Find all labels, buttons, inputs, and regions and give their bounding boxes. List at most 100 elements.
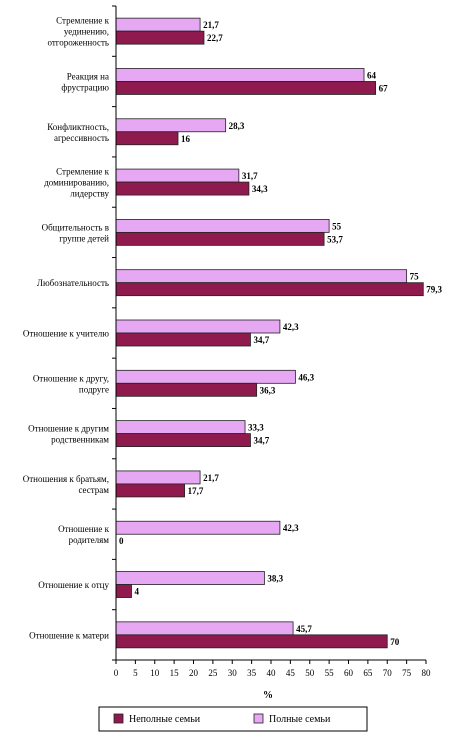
x-tick-label: 25 <box>208 668 218 678</box>
category-label: Отношение к учителю <box>23 329 109 339</box>
category-label: Общительность в <box>42 222 109 232</box>
data-label: 34,7 <box>253 335 269 345</box>
data-label: 45,7 <box>296 624 312 634</box>
bar-single-parent <box>115 634 388 649</box>
x-axis: 0 5 10 15 20 25 30 35 40 45 50 55 60 65 70 75 80 <box>112 5 432 678</box>
category-label: уединению, <box>64 27 109 37</box>
bar-full-family <box>115 520 281 535</box>
data-label: 28,3 <box>229 121 245 131</box>
x-tick-label: 35 <box>247 668 257 678</box>
category-label: Конфликтность, <box>47 122 109 132</box>
category-label: группе детей <box>59 233 109 243</box>
data-label: 70 <box>390 637 400 647</box>
category-label: Отношение к <box>58 524 110 534</box>
data-label: 42,3 <box>283 322 299 332</box>
legend-swatch <box>253 713 264 724</box>
category-label: отгороженность <box>47 38 109 48</box>
x-tick-label: 75 <box>402 668 412 678</box>
x-tick-label: 5 <box>133 668 138 678</box>
data-label: 17,7 <box>188 486 204 496</box>
category-label: лидерству <box>70 189 109 199</box>
category-labels: Стремление куединению,отгороженностьРеак… <box>23 16 110 641</box>
x-tick-label: 10 <box>150 668 160 678</box>
category-label: сестрам <box>78 485 109 495</box>
category-label: Стремление к <box>56 16 109 26</box>
legend-label: Неполные семьи <box>129 714 201 725</box>
bar-full-family <box>115 369 296 384</box>
bar-single-parent <box>115 584 132 598</box>
data-label: 79,3 <box>426 285 442 295</box>
data-label: 64 <box>367 70 377 80</box>
bar-full-family <box>115 269 408 284</box>
bar-full-family <box>115 470 201 485</box>
bar-single-parent <box>115 131 179 146</box>
data-label: 55 <box>332 221 342 231</box>
data-label: 75 <box>410 272 420 282</box>
data-label: 4 <box>135 587 140 597</box>
data-label: 21,7 <box>203 20 219 30</box>
category-label: Отношение к отцу <box>38 580 109 590</box>
category-label: Любознательность <box>37 278 109 288</box>
category-label: родственникам <box>51 435 109 445</box>
bar-full-family <box>115 17 201 32</box>
legend-box <box>98 706 368 732</box>
category-label: Стремление к <box>56 167 109 177</box>
x-tick-label: 65 <box>363 668 373 678</box>
category-label: Отношение к матери <box>29 630 109 640</box>
category-label: подруге <box>79 384 109 394</box>
bar-full-family <box>115 420 246 435</box>
x-tick-label: 80 <box>422 668 432 678</box>
x-tick-label: 50 <box>305 668 315 678</box>
x-tick-label: 40 <box>267 668 277 678</box>
bar-single-parent <box>115 231 325 246</box>
category-label: Реакция на <box>67 71 109 81</box>
data-label: 34,7 <box>253 436 269 446</box>
x-tick-label: 15 <box>170 668 180 678</box>
data-label: 67 <box>379 83 389 93</box>
bar-single-parent <box>115 433 251 448</box>
bar-single-parent <box>115 181 250 196</box>
bar-full-family <box>115 319 281 334</box>
x-axis-title: % <box>263 690 273 701</box>
x-tick-label: 30 <box>228 668 238 678</box>
data-label: 16 <box>181 134 191 144</box>
data-label: 36,3 <box>260 385 276 395</box>
data-label: 31,7 <box>242 171 258 181</box>
data-label: 0 <box>119 536 124 546</box>
legend: Неполные семьи Полные семьи <box>98 706 368 732</box>
bar-single-parent <box>115 282 424 297</box>
x-tick-label: 45 <box>286 668 296 678</box>
category-label: доминированию, <box>44 178 109 188</box>
bar-full-family <box>115 118 227 133</box>
bar-full-family <box>115 68 365 82</box>
data-label: 46,3 <box>298 372 314 382</box>
bar-full-family <box>115 218 330 233</box>
bar-single-parent <box>115 30 205 45</box>
category-label: родителям <box>69 535 110 545</box>
category-label: фрустрацию <box>61 82 109 92</box>
bar-full-family <box>115 571 265 585</box>
bar-full-family <box>115 621 294 636</box>
category-label: Отношение к другим <box>28 424 109 434</box>
data-label: 38,3 <box>267 574 283 584</box>
category-label: Отношение к другу, <box>33 373 109 383</box>
bar-single-parent <box>115 483 185 498</box>
data-label: 34,3 <box>252 184 268 194</box>
data-label: 42,3 <box>283 523 299 533</box>
bar-full-family <box>115 168 240 183</box>
x-tick-label: 70 <box>383 668 393 678</box>
data-label: 33,3 <box>248 423 264 433</box>
x-tick-label: 60 <box>344 668 354 678</box>
legend-swatch <box>113 713 124 724</box>
legend-label: Полные семьи <box>269 714 331 725</box>
bar-single-parent <box>115 382 258 397</box>
bar-single-parent <box>115 332 251 347</box>
x-tick-label: 0 <box>114 668 119 678</box>
data-label: 22,7 <box>207 33 223 43</box>
bar-single-parent <box>115 81 377 95</box>
data-label: 53,7 <box>327 234 343 244</box>
bars <box>115 17 424 649</box>
x-tick-label: 20 <box>189 668 199 678</box>
